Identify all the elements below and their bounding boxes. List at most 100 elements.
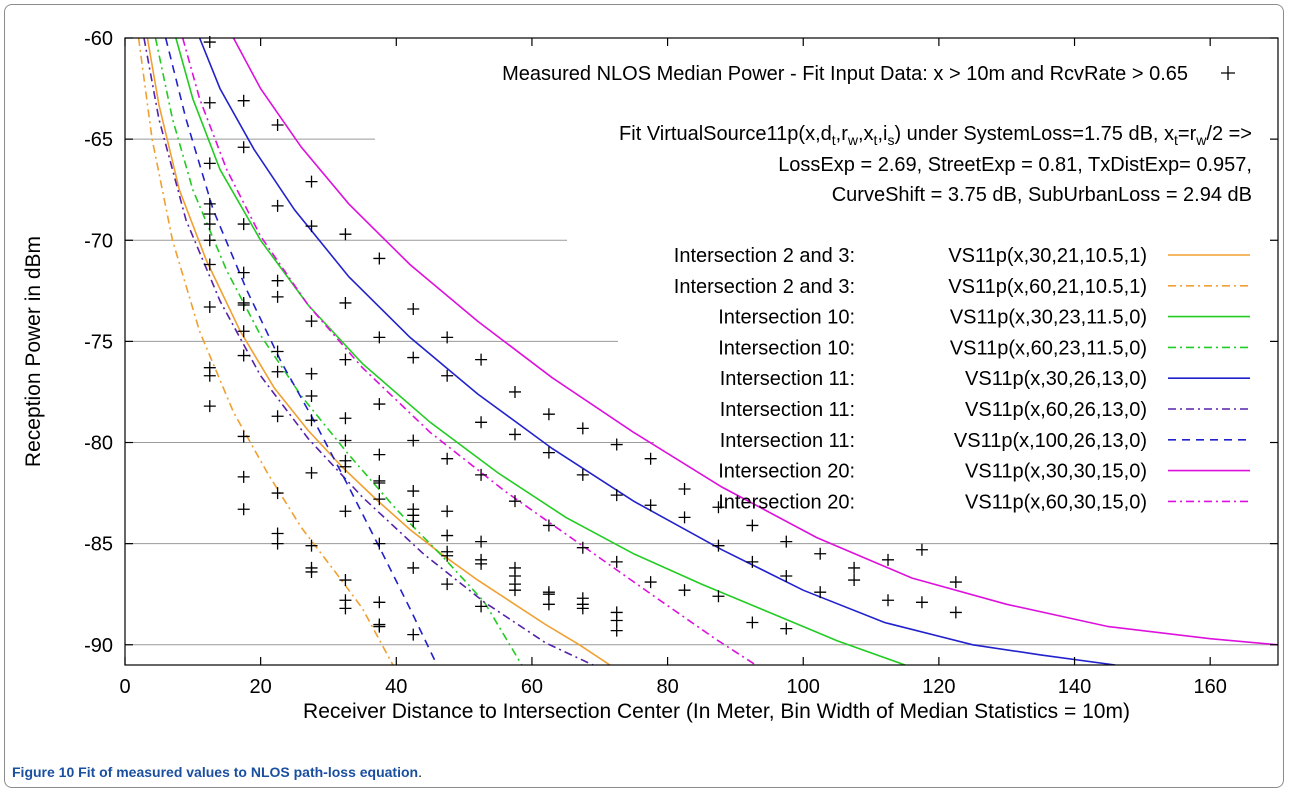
scatter-point <box>237 430 250 443</box>
scatter-point <box>339 228 352 241</box>
scatter-point <box>407 628 420 641</box>
axis-ticks: 0 20 40 60 80 100 120 140 160 -60 -65 -70 -75 -80 -85 -… <box>84 28 1278 698</box>
scatter-legend-marker <box>1221 66 1235 80</box>
scatter-point <box>407 561 420 574</box>
scatter-point <box>576 602 589 615</box>
legend-entry-formula: VS11p(x,60,30,15,0) <box>965 491 1147 513</box>
scatter-point <box>848 561 861 574</box>
y-tick-label: -90 <box>84 635 113 657</box>
fit-text-sub: t <box>1174 132 1178 148</box>
scatter-point <box>237 470 250 483</box>
scatter-point <box>712 501 725 514</box>
scatter-point <box>882 553 895 566</box>
scatter-point <box>373 493 386 506</box>
scatter-points <box>203 36 962 641</box>
scatter-point <box>339 434 352 447</box>
scatter-point <box>441 331 454 344</box>
scatter-legend-cross <box>1221 66 1235 80</box>
fit-text-part: Fit VirtualSource11p(x,d <box>619 123 832 145</box>
legend-entry-formula: VS11p(x,60,21,10.5,1) <box>948 276 1147 298</box>
fit-text-part: /2 => <box>1206 123 1252 145</box>
scatter-point <box>746 616 759 629</box>
scatter-point <box>508 495 521 508</box>
scatter-point <box>475 557 488 570</box>
legend-entry-formula: VS11p(x,30,26,13,0) <box>965 368 1147 390</box>
scatter-point <box>508 385 521 398</box>
y-tick-label: -65 <box>84 129 113 151</box>
scatter-point <box>712 539 725 552</box>
scatter-point <box>610 624 623 637</box>
legend-entry-formula: VS11p(x,30,30,15,0) <box>965 461 1147 483</box>
figure-frame <box>4 4 1284 788</box>
x-tick-label: 60 <box>521 676 543 698</box>
fit-text-sub: t <box>874 132 878 148</box>
scatter-point <box>271 118 284 131</box>
legend-entry-name: Intersection 11: <box>720 368 855 390</box>
scatter-point <box>271 537 284 550</box>
legend-entry-name: Intersection 11: <box>720 430 855 452</box>
scatter-point <box>407 303 420 316</box>
scatter-point <box>305 565 318 578</box>
legend-entry-formula: VS11p(x,100,26,13,0) <box>954 430 1147 452</box>
scatter-point <box>373 331 386 344</box>
scatter-point <box>373 398 386 411</box>
y-tick-label: -85 <box>84 534 113 556</box>
scatter-point <box>475 600 488 613</box>
scatter-point <box>678 511 691 524</box>
scatter-point <box>475 468 488 481</box>
fit-text-line-1: Fit VirtualSource11p(x,dt,rw,xt,is) unde… <box>619 123 1252 148</box>
scatter-point <box>203 157 216 170</box>
y-tick-label: -75 <box>84 331 113 353</box>
scatter-point <box>441 549 454 562</box>
scatter-point <box>373 537 386 550</box>
scatter-point <box>305 389 318 402</box>
scatter-point <box>339 296 352 309</box>
scatter-point <box>746 555 759 568</box>
scatter-point <box>339 574 352 587</box>
scatter-point <box>475 353 488 366</box>
x-tick-label: 20 <box>250 676 272 698</box>
scatter-point <box>305 539 318 552</box>
fit-text-part: ,i <box>877 123 887 145</box>
scatter-point <box>610 438 623 451</box>
x-tick-label: 140 <box>1058 676 1091 698</box>
x-tick-label: 40 <box>385 676 407 698</box>
scatter-point <box>576 541 589 554</box>
scatter-point <box>542 408 555 421</box>
fit-text-part: =r <box>1178 123 1197 145</box>
scatter-point <box>203 369 216 382</box>
scatter-point <box>373 252 386 265</box>
fit-text-part: ,x <box>858 123 874 145</box>
scatter-point <box>610 555 623 568</box>
scatter-point <box>271 365 284 378</box>
scatter-point <box>203 301 216 314</box>
scatter-point <box>373 596 386 609</box>
scatter-point <box>644 499 657 512</box>
scatter-point <box>305 175 318 188</box>
fit-text-line-2: LossExp = 2.69, StreetExp = 0.81, TxDist… <box>778 154 1252 176</box>
scatter-point <box>407 351 420 364</box>
scatter-point <box>203 207 216 220</box>
scatter-point <box>780 570 793 583</box>
scatter-point <box>305 315 318 328</box>
series-line <box>175 38 906 665</box>
scatter-point <box>542 588 555 601</box>
scatter-point <box>441 369 454 382</box>
caption-text: Fit of measured values to NLOS path-loss… <box>78 764 419 780</box>
scatter-point <box>339 412 352 425</box>
scatter-point <box>237 325 250 338</box>
x-tick-label: 120 <box>922 676 955 698</box>
scatter-point <box>441 452 454 465</box>
fit-text-line-3: CurveShift = 3.75 dB, SubUrbanLoss = 2.9… <box>832 184 1252 206</box>
scatter-point <box>271 199 284 212</box>
legend-entry-name: Intersection 2 and 3: <box>674 276 855 298</box>
scatter-point <box>237 218 250 231</box>
x-tick-label: 160 <box>1193 676 1226 698</box>
scatter-point <box>441 505 454 518</box>
plot-border <box>124 37 1279 666</box>
y-axis-label: Reception Power in dBm <box>22 236 45 467</box>
scatter-point <box>441 529 454 542</box>
legend-entry-formula: VS11p(x,30,23,11.5,0) <box>950 307 1147 329</box>
x-tick-label: 100 <box>787 676 820 698</box>
